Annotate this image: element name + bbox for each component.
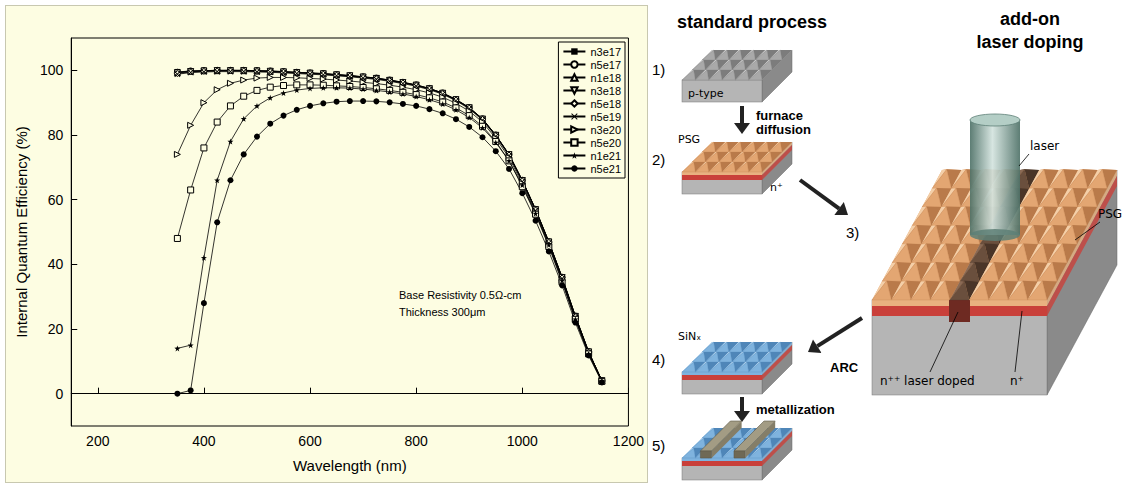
svg-text:n5e21: n5e21 (590, 163, 621, 175)
svg-text:n1e18: n1e18 (590, 72, 621, 84)
svg-text:n⁺: n⁺ (1010, 374, 1024, 388)
svg-text:laser: laser (1030, 139, 1059, 153)
svg-text:n⁺⁺ laser doped: n⁺⁺ laser doped (880, 374, 975, 388)
svg-text:1200: 1200 (613, 433, 644, 449)
svg-text:4): 4) (652, 351, 665, 368)
svg-text:diffusion: diffusion (756, 122, 811, 137)
svg-text:n3e17: n3e17 (590, 46, 621, 58)
svg-text:furnace: furnace (756, 108, 803, 123)
svg-text:metallization: metallization (756, 402, 835, 417)
svg-text:60: 60 (48, 192, 64, 208)
svg-text:PSG: PSG (1098, 207, 1122, 221)
svg-text:n5e17: n5e17 (590, 59, 621, 71)
svg-text:standard process: standard process (677, 12, 827, 32)
svg-text:Base Resistivity 0.5Ω-cm: Base Resistivity 0.5Ω-cm (399, 289, 522, 301)
svg-text:n3e18: n3e18 (590, 85, 621, 97)
svg-text:800: 800 (404, 433, 428, 449)
svg-text:n5e19: n5e19 (590, 111, 621, 123)
svg-text:5): 5) (652, 437, 665, 454)
svg-text:80: 80 (48, 127, 64, 143)
svg-text:SiNₓ: SiNₓ (678, 330, 701, 343)
svg-text:1000: 1000 (507, 433, 538, 449)
svg-text:40: 40 (48, 256, 64, 272)
svg-text:add-on: add-on (1000, 9, 1060, 29)
svg-text:400: 400 (192, 433, 216, 449)
svg-text:n3e20: n3e20 (590, 124, 621, 136)
svg-text:200: 200 (86, 433, 110, 449)
svg-text:Wavelength (nm): Wavelength (nm) (293, 457, 407, 474)
svg-text:600: 600 (298, 433, 322, 449)
svg-text:ARC: ARC (830, 360, 859, 375)
svg-text:100: 100 (40, 62, 64, 78)
svg-text:n5e18: n5e18 (590, 98, 621, 110)
svg-text:1): 1) (652, 61, 665, 78)
svg-text:n1e21: n1e21 (590, 150, 621, 162)
svg-text:n5e20: n5e20 (590, 137, 621, 149)
svg-text:0: 0 (55, 386, 63, 402)
svg-text:PSG: PSG (678, 133, 700, 146)
svg-text:20: 20 (48, 321, 64, 337)
svg-text:Internal Quantum Efficiency (%: Internal Quantum Efficiency (%) (13, 126, 30, 337)
svg-text:2): 2) (652, 151, 665, 168)
svg-text:p-type: p-type (688, 87, 724, 100)
svg-text:laser doping: laser doping (976, 32, 1083, 52)
svg-text:n⁺: n⁺ (770, 181, 783, 194)
svg-text:3): 3) (846, 224, 859, 241)
svg-text:Thickness 300μm: Thickness 300μm (399, 306, 485, 318)
